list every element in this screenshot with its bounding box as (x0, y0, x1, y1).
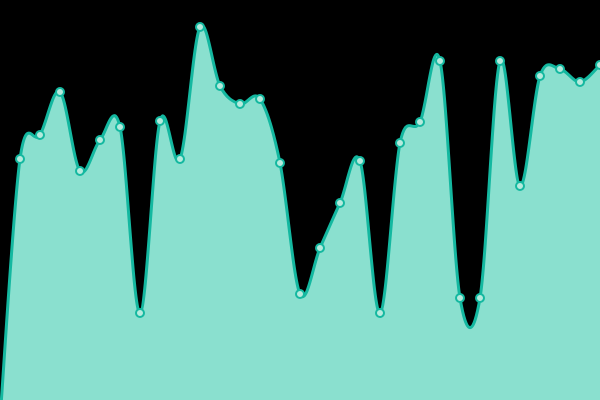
data-point-marker (175, 154, 185, 164)
data-point-marker (115, 122, 125, 132)
data-point-marker (395, 138, 405, 148)
data-point-marker (215, 81, 225, 91)
area-fill (0, 25, 600, 400)
data-point-marker (455, 293, 465, 303)
data-point-marker (275, 158, 285, 168)
data-point-marker (475, 293, 485, 303)
data-point-marker (15, 154, 25, 164)
data-point-marker (495, 56, 505, 66)
data-point-marker (295, 289, 305, 299)
data-point-marker (135, 308, 145, 318)
data-point-marker (75, 166, 85, 176)
data-point-marker (155, 116, 165, 126)
data-point-marker (95, 135, 105, 145)
data-point-marker (555, 64, 565, 74)
data-point-marker (515, 181, 525, 191)
data-point-marker (55, 87, 65, 97)
data-point-marker (535, 71, 545, 81)
data-point-marker (575, 77, 585, 87)
data-point-marker (595, 60, 600, 70)
data-point-marker (375, 308, 385, 318)
data-point-marker (315, 243, 325, 253)
data-point-marker (415, 117, 425, 127)
data-point-marker (435, 56, 445, 66)
data-point-marker (355, 156, 365, 166)
data-point-marker (335, 198, 345, 208)
data-point-marker (35, 130, 45, 140)
data-point-marker (255, 94, 265, 104)
data-point-marker (235, 99, 245, 109)
data-point-marker (195, 22, 205, 32)
